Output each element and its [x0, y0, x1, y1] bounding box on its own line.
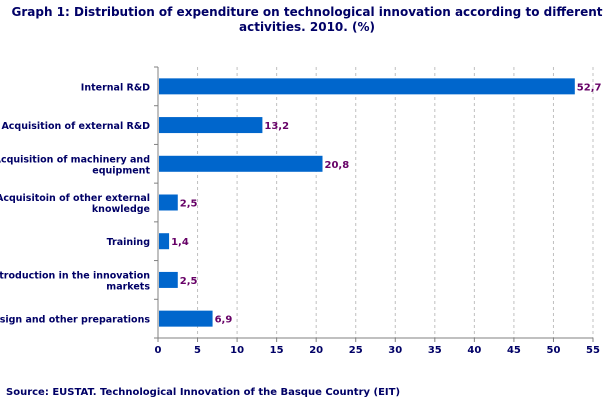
category-label-line: Acquisition of machinery and: [0, 154, 150, 165]
x-tick-label: 25: [349, 345, 363, 356]
category-label-line: Acquisition of external R&D: [1, 121, 150, 132]
category-label: Acquisitoin of other external knowledge: [0, 193, 150, 215]
x-tick-label: 0: [155, 345, 162, 356]
x-tick-label: 15: [270, 345, 284, 356]
category-label: Design and other preparations: [0, 315, 150, 326]
x-tick-label: 55: [586, 345, 600, 356]
x-tick-label: 45: [507, 345, 521, 356]
category-label-line: Acquisitoin of other external: [0, 193, 150, 204]
bar: [159, 194, 178, 211]
category-label-line: knowledge: [92, 204, 150, 215]
bar: [159, 310, 213, 327]
category-label-line: Design and other preparations: [0, 315, 150, 326]
chart-title-line: activities. 2010. (%): [239, 20, 375, 34]
data-label: 13,2: [264, 121, 289, 132]
category-label-line: markets: [106, 281, 150, 292]
data-label: 2,5: [180, 276, 198, 287]
category-label-line: Training: [107, 237, 150, 248]
x-tick-label: 10: [230, 345, 244, 356]
x-tick-label: 40: [467, 345, 481, 356]
x-tick-label: 5: [194, 345, 201, 356]
data-label: 52,7: [577, 82, 602, 93]
category-label-line: Introduction in the innovation: [0, 270, 150, 281]
x-tick-label: 35: [428, 345, 442, 356]
source-note: Source: EUSTAT. Technological Innovation…: [6, 387, 401, 398]
category-label: Introduction in the innovation markets: [0, 270, 150, 292]
bar: [159, 233, 170, 250]
x-tick-label: 30: [388, 345, 402, 356]
data-label: 20,8: [325, 160, 350, 171]
category-label: Training: [107, 237, 150, 248]
bar: [159, 78, 575, 95]
category-label: Internal R&D: [81, 82, 150, 93]
bar: [159, 117, 263, 134]
chart-title: Graph 1: Distribution of expenditure on …: [0, 5, 614, 35]
bar: [159, 271, 178, 288]
data-label: 1,4: [171, 237, 189, 248]
data-label: 6,9: [215, 315, 233, 326]
category-label: Acquisition of external R&D: [1, 121, 150, 132]
x-tick-label: 50: [546, 345, 560, 356]
data-label: 2,5: [180, 199, 198, 210]
x-tick-label: 20: [309, 345, 323, 356]
chart-title-line: Graph 1: Distribution of expenditure on …: [11, 5, 603, 19]
category-label-line: Internal R&D: [81, 82, 150, 93]
category-label: Acquisition of machinery and equipment: [0, 154, 150, 176]
category-label-line: equipment: [92, 165, 150, 176]
bar: [159, 155, 323, 172]
